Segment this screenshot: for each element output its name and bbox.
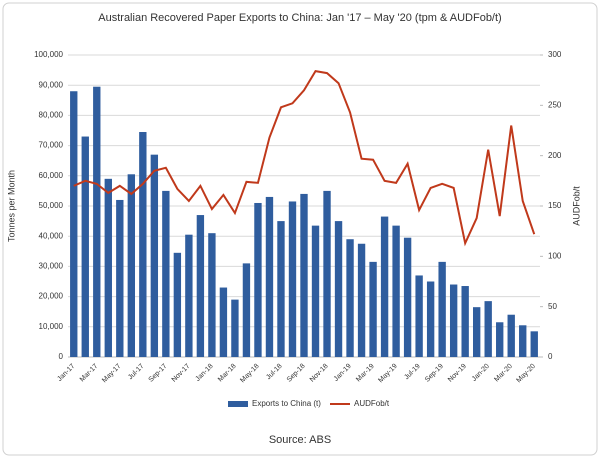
bar [265, 196, 274, 357]
bar [81, 136, 89, 357]
legend-label: AUDFob/t [354, 399, 390, 408]
bar [323, 190, 331, 357]
y2-tick-label: 0 [548, 352, 553, 361]
bar [507, 314, 515, 357]
bar [254, 202, 262, 357]
bar [438, 261, 446, 357]
y2-tick-label: 150 [548, 201, 562, 210]
y2-tick-label: 100 [548, 251, 562, 260]
y-axis-title: Tonnes per Month [6, 170, 16, 242]
y2-tick-label: 300 [548, 50, 562, 59]
bar [300, 193, 308, 357]
bar [208, 233, 216, 357]
bar [70, 91, 78, 358]
source-note: Source: ABS [269, 434, 331, 446]
bar [496, 322, 504, 357]
bar [334, 221, 343, 357]
y-tick-label: 40,000 [39, 231, 64, 240]
bar [449, 284, 458, 357]
bar [139, 132, 147, 357]
y-tick-label: 30,000 [39, 262, 64, 271]
chart-frame [2, 2, 598, 456]
bar [150, 154, 159, 357]
legend-swatch [228, 401, 248, 407]
bar [346, 239, 354, 357]
y-tick-label: 100,000 [34, 50, 63, 59]
bar [196, 215, 205, 357]
bar [219, 287, 228, 357]
y2-tick-label: 50 [548, 302, 557, 311]
bar [116, 199, 124, 357]
y2-tick-label: 250 [548, 100, 562, 109]
y-tick-label: 70,000 [39, 141, 64, 150]
bar [357, 243, 366, 357]
bar [93, 86, 101, 358]
line [73, 70, 536, 247]
bar [392, 225, 400, 357]
bar [530, 331, 538, 357]
bar [242, 263, 251, 357]
legend-label: Exports to China (t) [252, 399, 321, 408]
bar [185, 234, 193, 357]
bar [484, 301, 492, 357]
bar [288, 201, 297, 357]
bar [162, 190, 170, 357]
y-tick-label: 50,000 [39, 201, 64, 210]
bar [173, 252, 182, 357]
chart-title: Australian Recovered Paper Exports to Ch… [98, 12, 501, 24]
bar [277, 221, 285, 357]
bar [231, 299, 239, 357]
bar [519, 325, 527, 357]
y-tick-label: 60,000 [39, 171, 64, 180]
bar [104, 178, 112, 357]
y-tick-label: 90,000 [39, 80, 64, 89]
y-tick-label: 20,000 [39, 292, 64, 301]
y-tick-label: 80,000 [39, 111, 64, 120]
bar [426, 281, 435, 357]
bar [380, 216, 389, 357]
y2-axis-title: AUDFob/t [571, 186, 581, 226]
y-tick-label: 0 [59, 352, 64, 361]
bar [403, 237, 412, 357]
bar [127, 174, 136, 357]
y-tick-label: 10,000 [39, 322, 64, 331]
bar [369, 261, 377, 357]
bar [472, 307, 481, 357]
y2-tick-label: 200 [548, 151, 562, 160]
bar [415, 275, 423, 357]
bar [461, 286, 469, 357]
bar [311, 225, 320, 357]
